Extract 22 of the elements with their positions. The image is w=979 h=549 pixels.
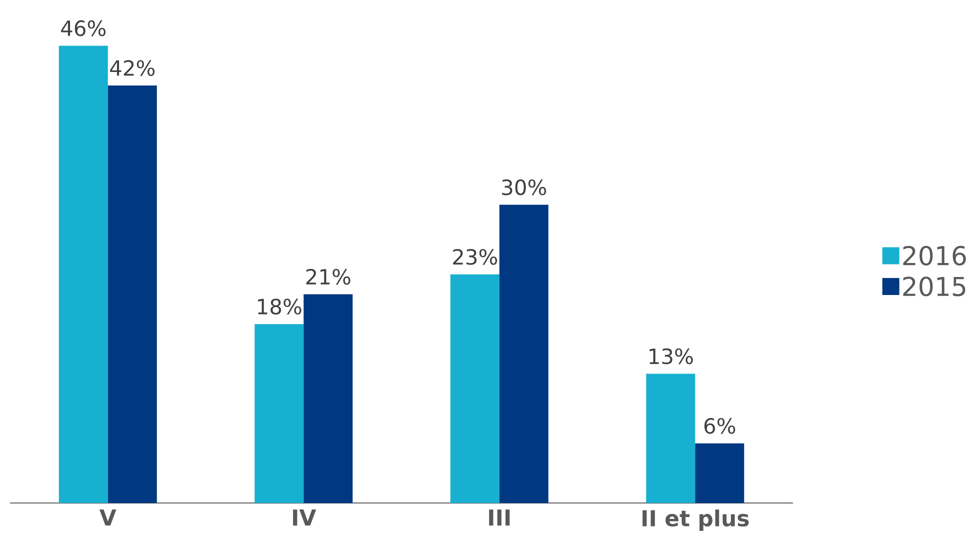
x-tick-label: III xyxy=(489,510,510,526)
data-label: 21% xyxy=(306,268,350,285)
data-label: 23% xyxy=(453,248,498,265)
x-tick-label: IV xyxy=(293,510,316,526)
bar xyxy=(304,294,353,503)
data-label: 6% xyxy=(704,418,736,434)
bar xyxy=(450,274,500,503)
data-label: 18% xyxy=(258,298,302,315)
data-label: 42% xyxy=(110,60,155,76)
bar xyxy=(499,204,548,503)
data-label: 13% xyxy=(650,348,693,364)
bar xyxy=(108,85,157,503)
bar xyxy=(254,324,304,503)
data-label: 46% xyxy=(61,20,106,36)
x-tick-label: II et plus xyxy=(642,510,749,531)
bar xyxy=(695,443,744,503)
bar xyxy=(58,46,108,503)
data-label: 30% xyxy=(502,179,546,196)
bar xyxy=(646,374,696,503)
x-tick-label: V xyxy=(99,510,116,526)
legend-label: 2016 xyxy=(903,246,966,266)
legend-label: 2015 xyxy=(903,276,966,296)
